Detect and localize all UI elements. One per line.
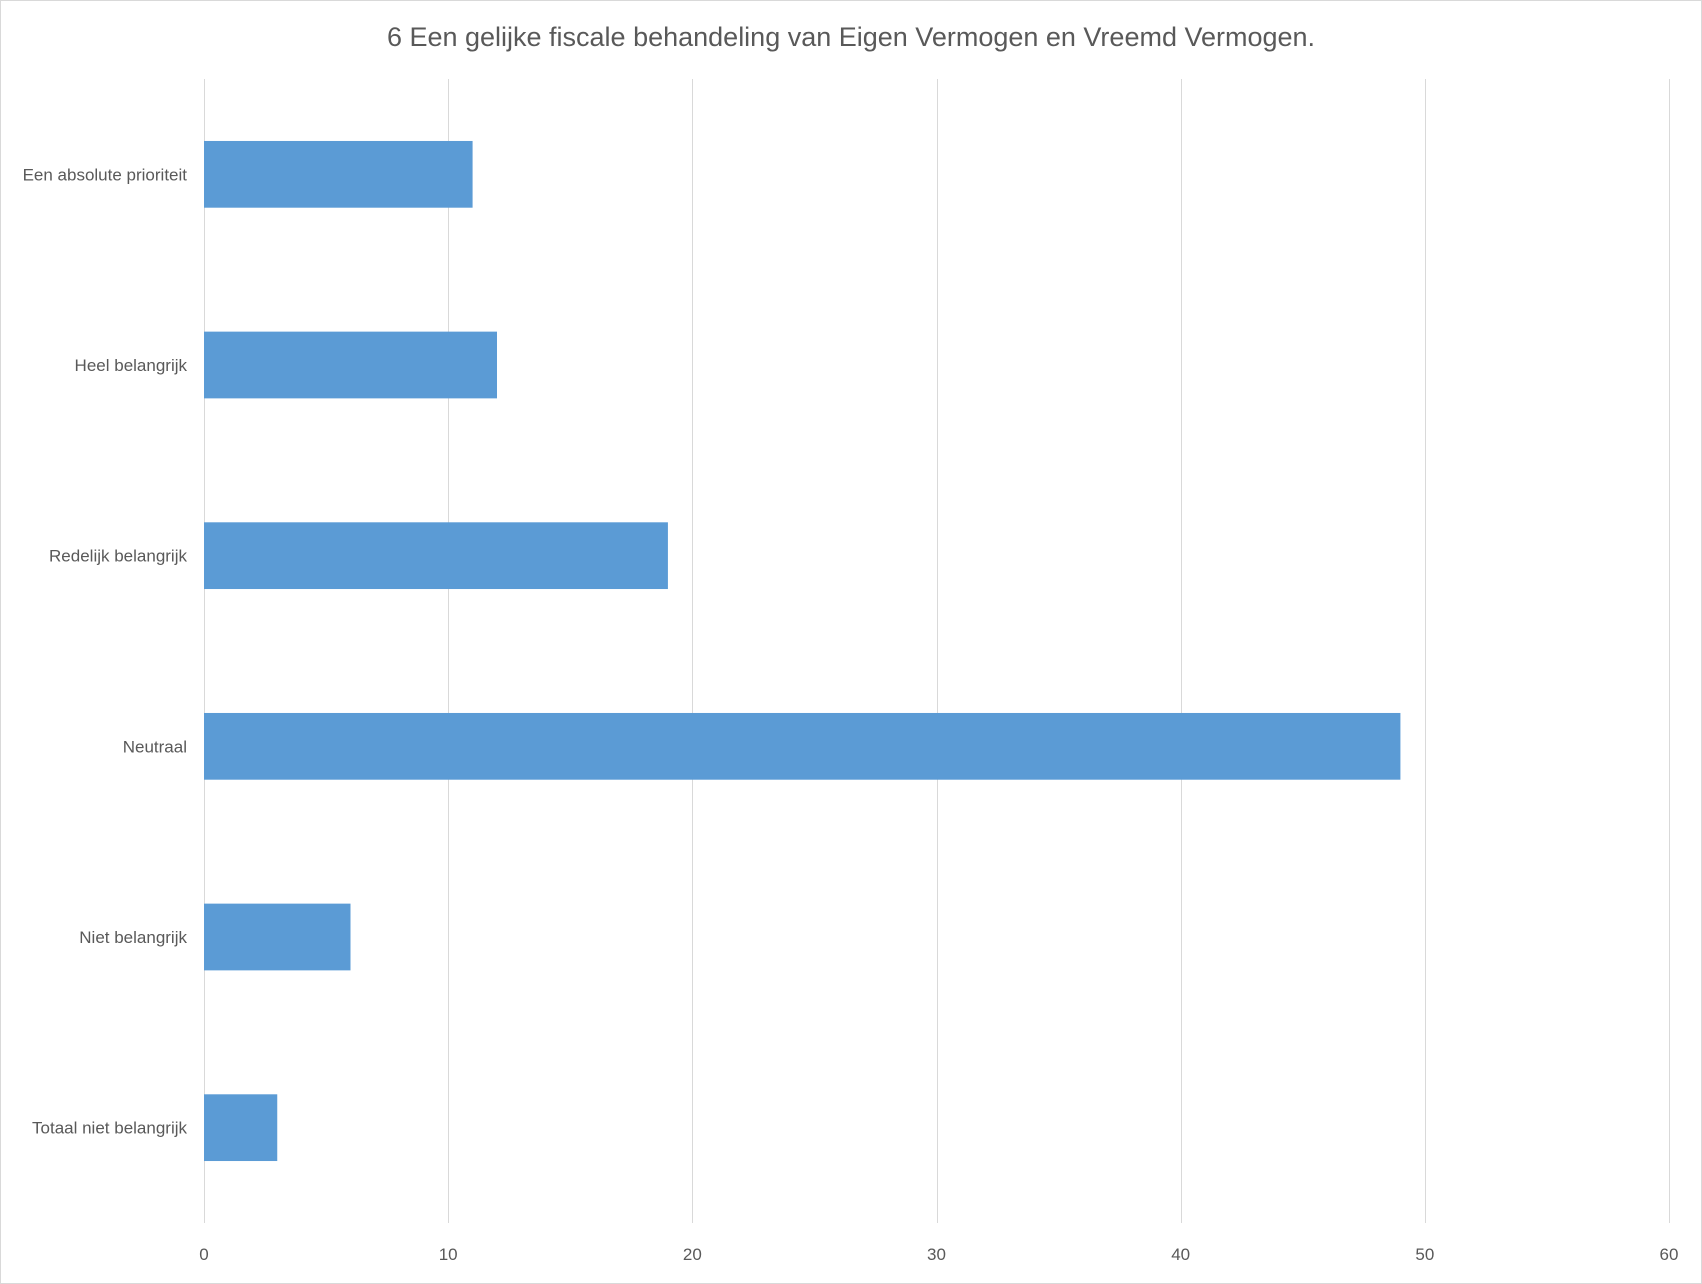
category-label: Totaal niet belangrijk: [32, 1119, 187, 1138]
x-tick-label: 30: [927, 1245, 946, 1264]
category-label: Neutraal: [123, 737, 187, 756]
category-labels: Een absolute prioriteit Heel belangrijk Re…: [23, 165, 188, 1137]
chart-title: 6 Een gelijke fiscale behandeling van Ei…: [387, 22, 1315, 52]
bars: [204, 140, 1401, 1162]
x-tick-label: 50: [1415, 1245, 1434, 1264]
bar: [204, 522, 668, 590]
x-tick-label: 0: [199, 1245, 208, 1264]
x-tick-label: 60: [1660, 1245, 1679, 1264]
x-tick-label: 20: [683, 1245, 702, 1264]
category-label: Niet belangrijk: [79, 928, 187, 947]
gridlines: [204, 79, 1670, 1223]
bar: [204, 712, 1401, 780]
x-tick-label: 10: [439, 1245, 458, 1264]
x-tick-label: 40: [1171, 1245, 1190, 1264]
bar: [204, 903, 351, 971]
category-label: Heel belangrijk: [75, 356, 188, 375]
x-axis-tick-labels: 0 10 20 30 40 50 60: [199, 1245, 1678, 1264]
category-label: Een absolute prioriteit: [23, 165, 188, 184]
bar: [204, 140, 473, 208]
bar: [204, 1094, 278, 1162]
bar: [204, 331, 497, 399]
category-label: Redelijk belangrijk: [49, 547, 187, 566]
